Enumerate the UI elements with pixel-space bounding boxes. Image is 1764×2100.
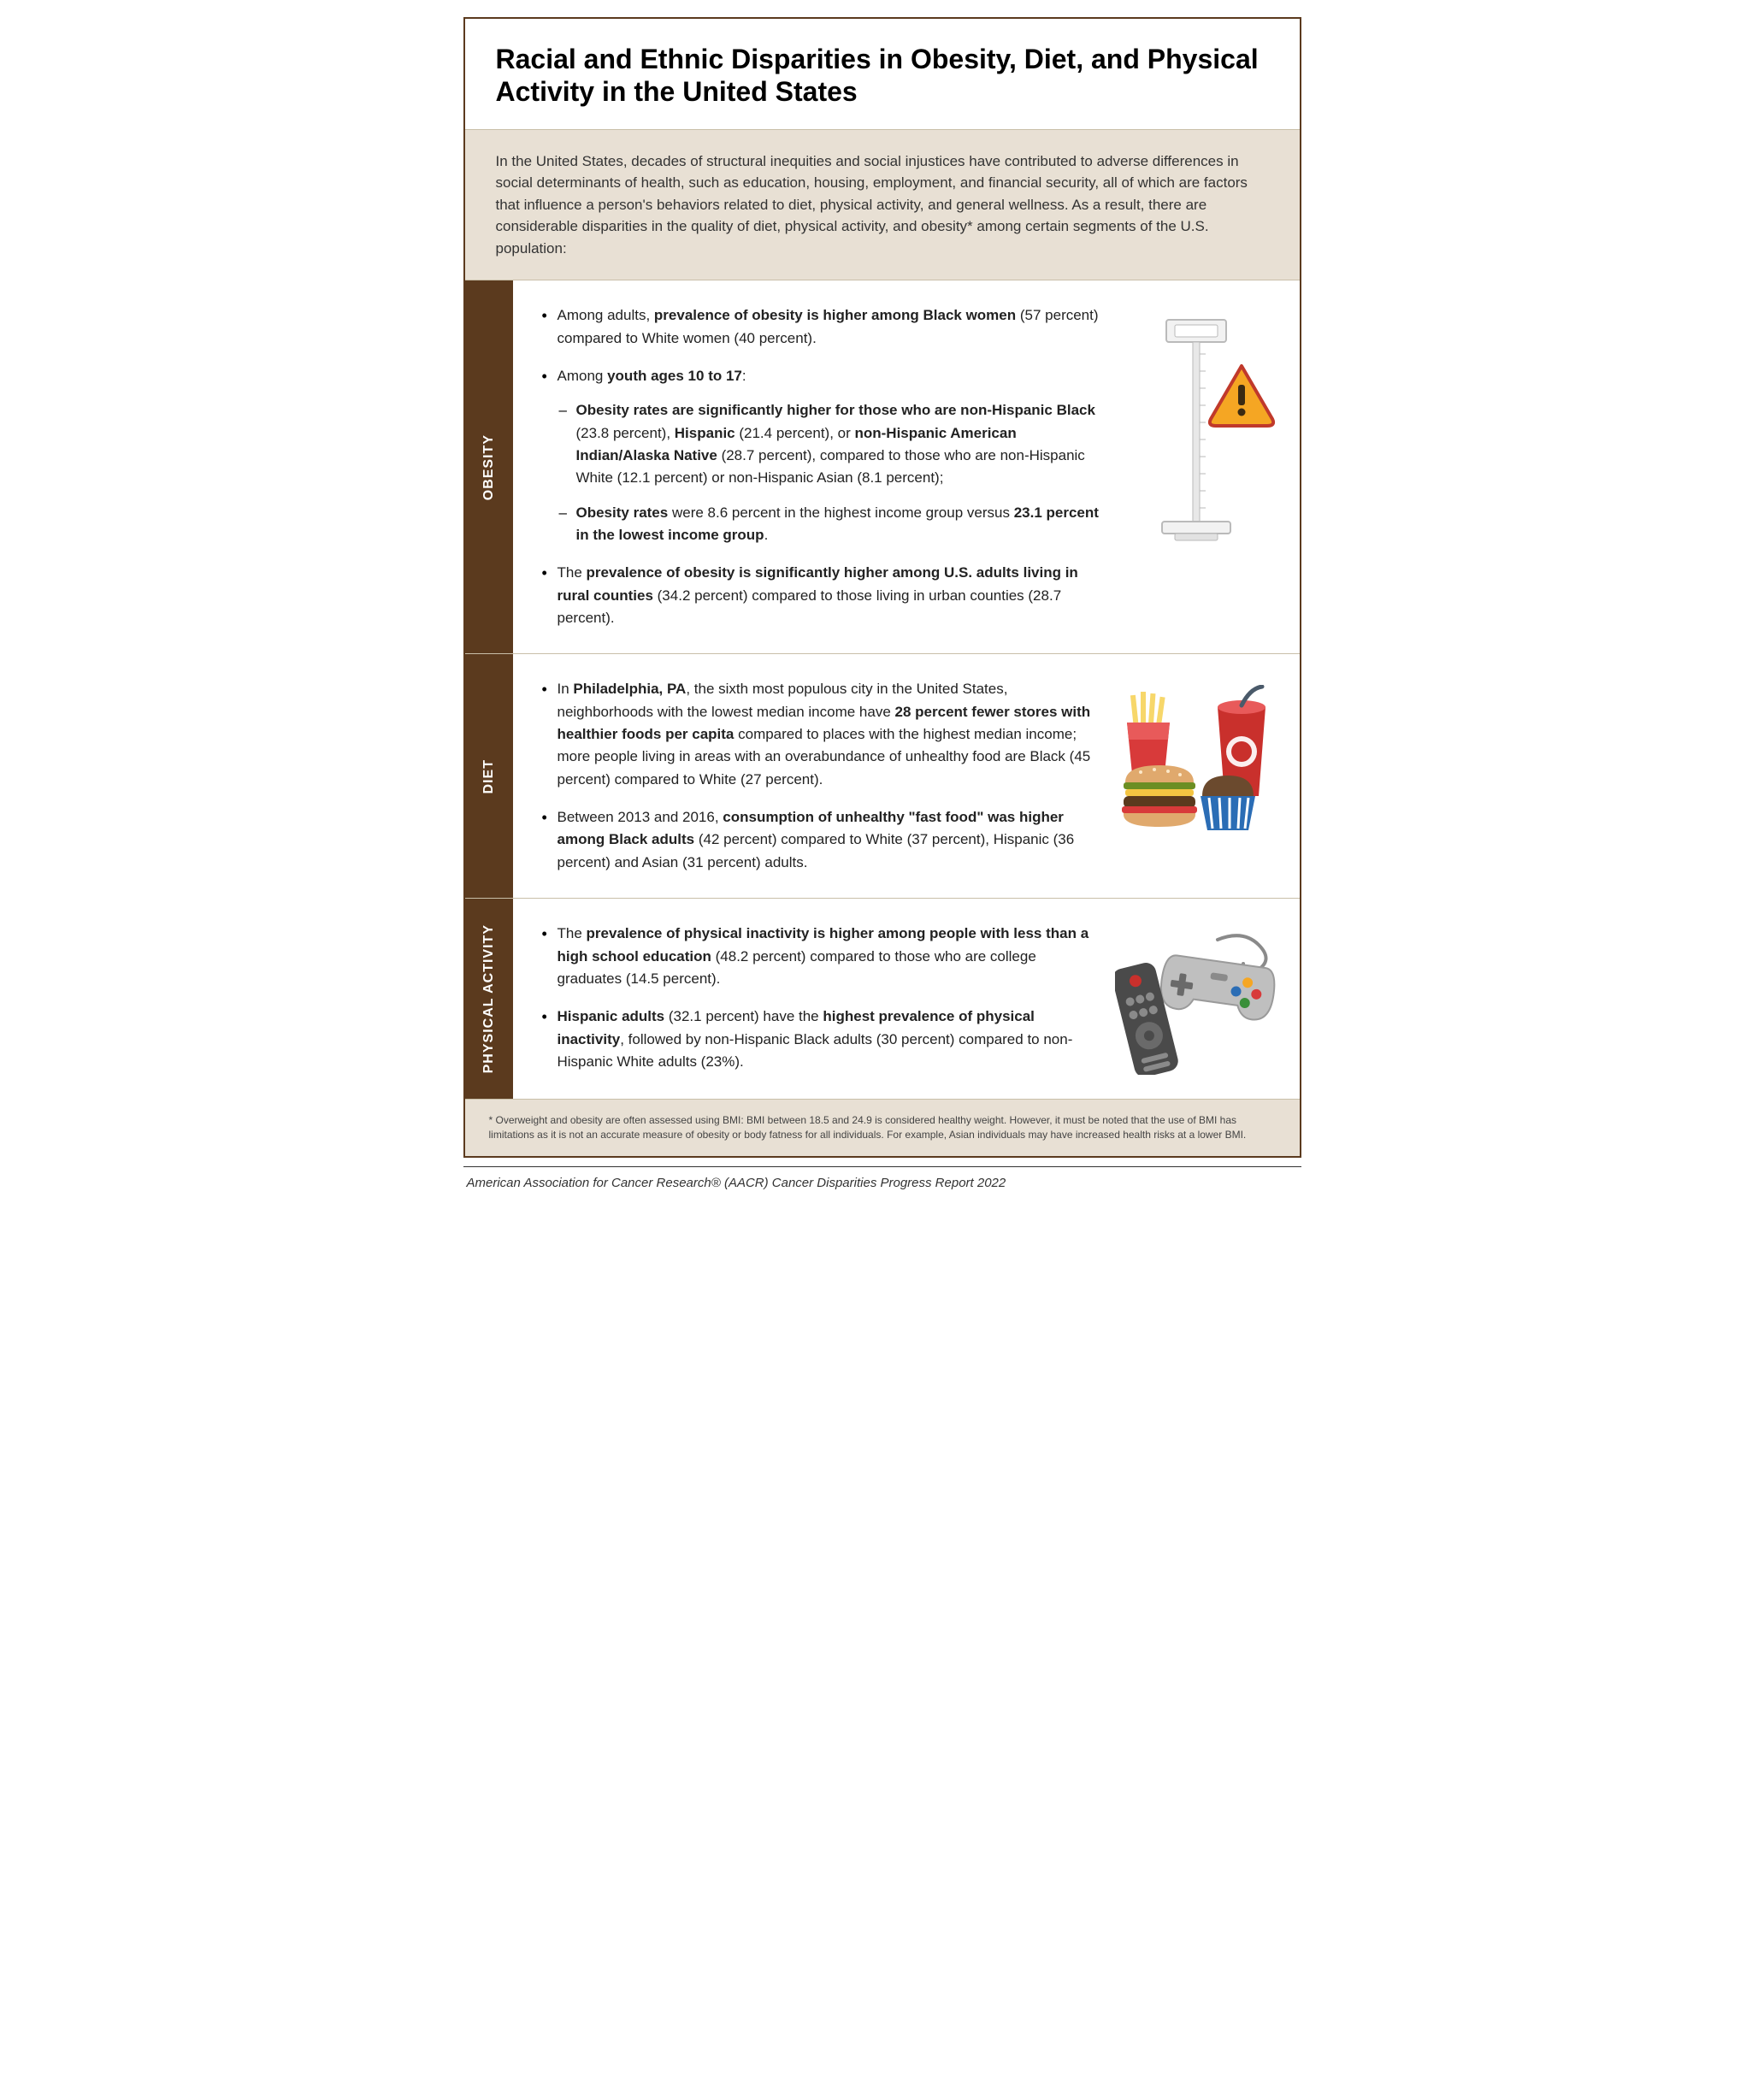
intro-block: In the United States, decades of structu… bbox=[465, 129, 1300, 280]
section-content: Among adults, prevalence of obesity is h… bbox=[513, 280, 1300, 653]
footnote-block: * Overweight and obesity are often asses… bbox=[465, 1099, 1300, 1156]
intro-text: In the United States, decades of structu… bbox=[496, 150, 1269, 260]
list-item: In Philadelphia, PA, the sixth most popu… bbox=[539, 678, 1100, 791]
infographic-container: Racial and Ethnic Disparities in Obesity… bbox=[463, 17, 1301, 1158]
section-tab-obesity: OBESITY bbox=[465, 280, 513, 653]
fastfood-icon bbox=[1115, 678, 1277, 874]
scale-warning-icon bbox=[1115, 304, 1277, 629]
section-content: In Philadelphia, PA, the sixth most popu… bbox=[513, 654, 1300, 898]
section-text: The prevalence of physical inactivity is… bbox=[539, 923, 1100, 1075]
list-item: Obesity rates are significantly higher f… bbox=[558, 399, 1100, 489]
list-item: Hispanic adults (32.1 percent) have the … bbox=[539, 1006, 1100, 1073]
list-item: Among adults, prevalence of obesity is h… bbox=[539, 304, 1100, 350]
list-item: The prevalence of obesity is significant… bbox=[539, 562, 1100, 629]
page-title: Racial and Ethnic Disparities in Obesity… bbox=[496, 43, 1269, 109]
list-item: The prevalence of physical inactivity is… bbox=[539, 923, 1100, 990]
source-text: American Association for Cancer Research… bbox=[467, 1176, 1006, 1190]
remote-gamepad-icon bbox=[1115, 923, 1277, 1075]
section-text: Among adults, prevalence of obesity is h… bbox=[539, 304, 1100, 629]
section-tab-label: OBESITY bbox=[481, 434, 497, 500]
source-line: American Association for Cancer Research… bbox=[463, 1166, 1301, 1190]
list-item: Obesity rates were 8.6 percent in the hi… bbox=[558, 502, 1100, 547]
section-text: In Philadelphia, PA, the sixth most popu… bbox=[539, 678, 1100, 874]
footnote-text: * Overweight and obesity are often asses… bbox=[489, 1113, 1276, 1142]
section-tab-activity: PHYSICAL ACTIVITY bbox=[465, 899, 513, 1099]
section-tab-label: PHYSICAL ACTIVITY bbox=[481, 924, 497, 1073]
title-block: Racial and Ethnic Disparities in Obesity… bbox=[465, 19, 1300, 129]
list-item: Between 2013 and 2016, consumption of un… bbox=[539, 806, 1100, 874]
section-diet: DIET In Philadelphia, PA, the sixth most… bbox=[465, 653, 1300, 898]
section-tab-label: DIET bbox=[481, 759, 497, 793]
section-content: The prevalence of physical inactivity is… bbox=[513, 899, 1300, 1099]
section-tab-diet: DIET bbox=[465, 654, 513, 898]
list-item: Among youth ages 10 to 17: Obesity rates… bbox=[539, 365, 1100, 546]
section-obesity: OBESITY Among adults, prevalence of obes… bbox=[465, 280, 1300, 653]
section-activity: PHYSICAL ACTIVITY The prevalence of phys… bbox=[465, 898, 1300, 1099]
